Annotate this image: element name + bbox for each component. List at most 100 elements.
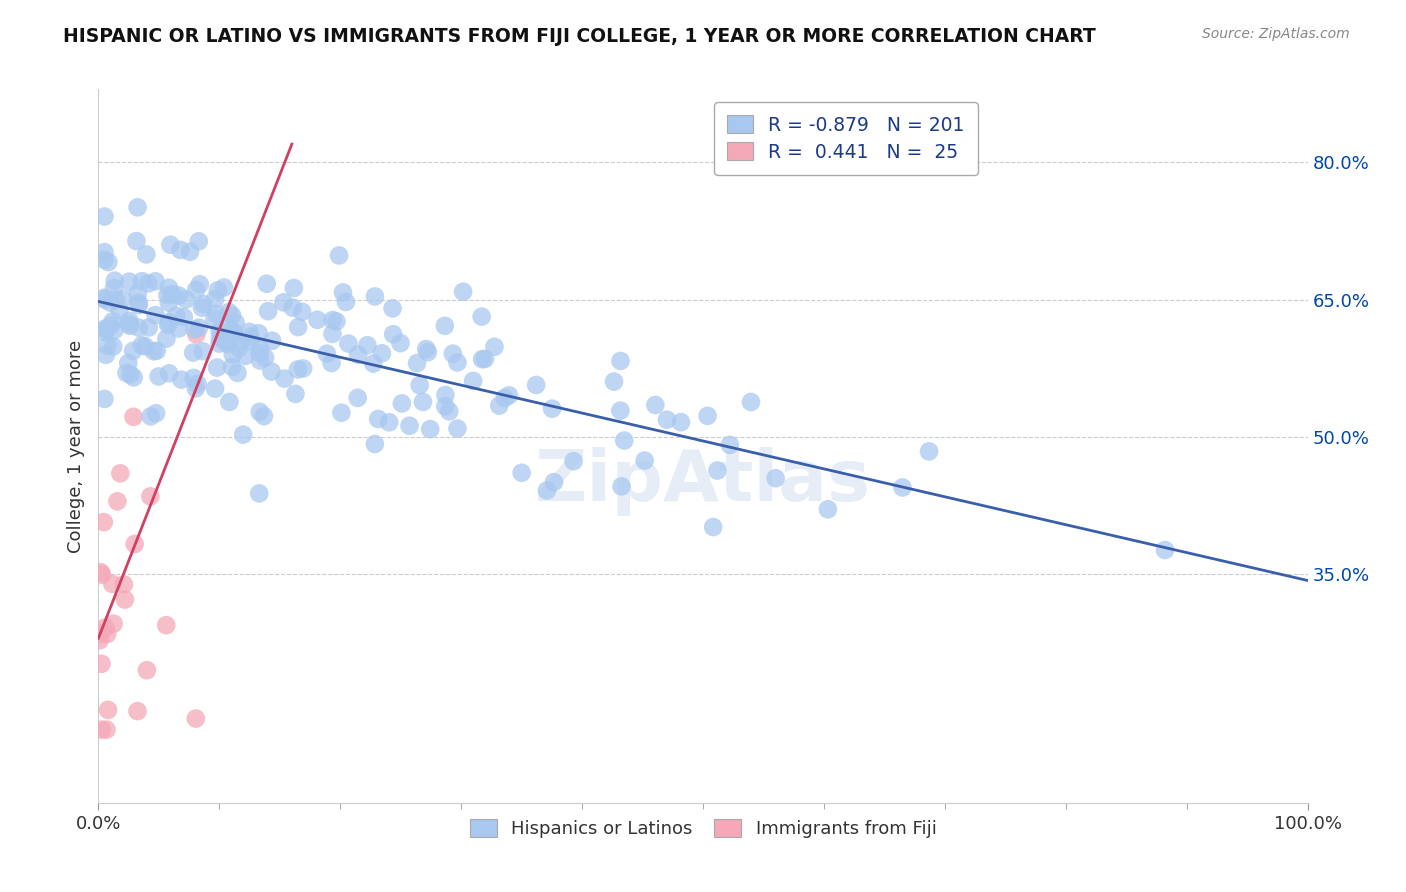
Point [284,387,307,401]
Point [218,321,240,335]
Point [325,314,347,328]
Point [356,338,378,352]
Point [398,418,420,433]
Point [93,515,115,529]
Point [170,373,193,387]
Point [228,341,250,355]
Point [135,663,157,677]
Point [157,318,180,332]
Point [382,327,405,342]
Point [118,275,141,289]
Point [610,479,633,493]
Point [90,627,112,641]
Point [257,304,280,318]
Point [205,360,228,375]
Point [446,421,468,435]
Point [562,454,585,468]
Point [104,293,127,307]
Text: HISPANIC OR LATINO VS IMMIGRANTS FROM FIJI COLLEGE, 1 YEAR OR MORE CORRELATION C: HISPANIC OR LATINO VS IMMIGRANTS FROM FI… [63,27,1097,45]
Point [173,310,195,325]
Point [273,371,295,385]
Point [139,489,162,503]
Point [93,293,115,307]
Point [97,703,120,717]
Point [416,345,439,359]
Point [188,277,211,292]
Point [207,283,229,297]
Point [174,293,197,307]
Point [330,406,353,420]
Point [98,295,121,310]
Point [157,281,180,295]
Point [184,381,207,395]
Point [125,234,148,248]
Point [96,338,118,352]
Point [451,285,474,299]
Point [183,322,205,336]
Point [96,627,118,641]
Point [391,396,413,410]
Point [273,295,295,310]
Point [204,382,226,396]
Point [371,346,394,360]
Point [441,346,464,360]
Point [262,334,284,348]
Point [718,438,741,452]
Point [167,288,190,302]
Point [131,274,153,288]
Point [157,315,180,329]
Point [191,344,214,359]
Point [253,409,276,423]
Text: Source: ZipAtlas.com: Source: ZipAtlas.com [1202,27,1350,41]
Point [93,252,115,267]
Point [118,314,141,328]
Point [103,339,125,353]
Point [159,237,181,252]
Point [381,301,404,316]
Point [655,413,678,427]
Point [918,444,941,458]
Point [97,255,120,269]
Point [287,320,309,334]
Point [181,345,204,359]
Point [228,335,250,350]
Point [706,464,728,478]
Point [439,404,461,418]
Point [328,248,350,262]
Point [93,291,115,305]
Point [292,361,315,376]
Point [222,325,245,339]
Point [817,502,839,516]
Point [142,344,165,359]
Point [96,322,118,336]
Point [316,346,339,360]
Point [183,371,205,385]
Point [225,316,247,330]
Point [127,200,149,214]
Point [157,295,180,310]
Point [696,409,718,423]
Point [167,321,190,335]
Point [471,310,494,324]
Point [204,292,226,306]
Point [1154,543,1177,558]
Point [96,723,118,737]
Point [122,409,145,424]
Point [114,592,136,607]
Point [208,324,231,338]
Point [155,618,177,632]
Point [218,305,240,319]
Point [524,378,547,392]
Point [232,427,254,442]
Point [93,245,115,260]
Point [218,395,240,409]
Point [89,633,111,648]
Point [128,320,150,334]
Point [221,309,243,323]
Point [603,375,626,389]
Point [184,283,207,297]
Point [335,295,357,310]
Point [609,354,631,368]
Point [434,388,457,402]
Point [291,304,314,318]
